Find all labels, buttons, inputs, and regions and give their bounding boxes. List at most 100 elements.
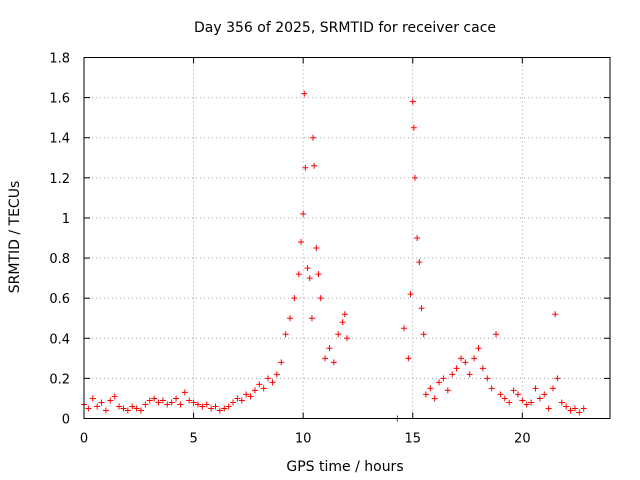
data-point bbox=[466, 371, 473, 378]
data-point bbox=[216, 407, 223, 414]
data-point bbox=[457, 355, 464, 362]
data-point bbox=[98, 399, 105, 406]
data-point bbox=[462, 359, 469, 366]
data-point bbox=[528, 399, 535, 406]
data-point bbox=[295, 271, 302, 278]
data-point bbox=[308, 315, 315, 322]
data-point bbox=[111, 393, 118, 400]
data-point bbox=[576, 409, 583, 416]
data-point bbox=[315, 271, 322, 278]
data-point bbox=[440, 375, 447, 382]
chart-title: Day 356 of 2025, SRMTID for receiver cac… bbox=[194, 20, 496, 36]
data-point bbox=[411, 174, 418, 181]
y-tick-label: 0.6 bbox=[49, 292, 70, 307]
data-point bbox=[155, 399, 162, 406]
data-point bbox=[400, 325, 407, 332]
data-point bbox=[282, 331, 289, 338]
data-point bbox=[317, 295, 324, 302]
data-point bbox=[300, 210, 307, 217]
data-point bbox=[173, 395, 180, 402]
data-point bbox=[519, 397, 526, 404]
data-point bbox=[256, 381, 263, 388]
data-point bbox=[330, 359, 337, 366]
data-point bbox=[260, 385, 267, 392]
y-tick-label: 0 bbox=[62, 413, 70, 428]
axis-ticks: 0 0.2 0.4 0.6 0.8 1 1.2 1.4 1.6 1.8 0 5 10 15 20 bbox=[49, 52, 610, 447]
data-point bbox=[247, 393, 254, 400]
data-point bbox=[523, 401, 530, 408]
data-point bbox=[344, 335, 350, 342]
y-tick-label: 1.2 bbox=[49, 172, 70, 187]
data-point bbox=[302, 164, 309, 171]
data-point bbox=[322, 355, 329, 362]
x-tick-label: 20 bbox=[514, 432, 531, 447]
data-point bbox=[552, 311, 559, 318]
data-point bbox=[151, 395, 158, 402]
data-point bbox=[310, 134, 317, 141]
data-point bbox=[230, 399, 237, 406]
data-point bbox=[159, 397, 166, 404]
data-point bbox=[238, 397, 245, 404]
data-point bbox=[89, 395, 96, 402]
data-point bbox=[133, 405, 140, 412]
data-point bbox=[124, 407, 131, 414]
data-point bbox=[431, 395, 438, 402]
grid-lines bbox=[84, 57, 610, 419]
data-point bbox=[190, 399, 197, 406]
y-tick-label: 0.4 bbox=[49, 332, 70, 347]
data-point bbox=[488, 385, 495, 392]
data-point bbox=[479, 365, 486, 372]
data-point bbox=[418, 305, 425, 312]
data-point bbox=[484, 375, 491, 382]
y-tick-label: 0.2 bbox=[49, 372, 70, 387]
data-point bbox=[168, 399, 175, 406]
y-axis-label: SRMTID / TECUs bbox=[7, 181, 23, 294]
data-point bbox=[558, 399, 565, 406]
data-point bbox=[449, 371, 456, 378]
data-point bbox=[405, 355, 412, 362]
data-point bbox=[278, 359, 285, 366]
data-point bbox=[471, 355, 478, 362]
data-point bbox=[475, 345, 482, 352]
data-point bbox=[208, 405, 215, 412]
data-point bbox=[311, 162, 318, 169]
y-tick-label: 0.8 bbox=[49, 252, 70, 267]
data-point bbox=[203, 401, 210, 408]
x-tick-label: 5 bbox=[189, 432, 197, 447]
y-tick-label: 1.8 bbox=[49, 52, 70, 67]
data-point bbox=[251, 387, 258, 394]
data-point bbox=[269, 379, 276, 386]
data-point bbox=[142, 401, 149, 408]
data-point bbox=[571, 405, 578, 412]
data-point bbox=[297, 239, 304, 246]
data-point bbox=[554, 375, 561, 382]
data-point bbox=[335, 331, 342, 338]
data-point bbox=[326, 345, 333, 352]
data-point bbox=[341, 311, 348, 318]
x-axis-label: GPS time / hours bbox=[286, 459, 403, 475]
data-point bbox=[137, 407, 144, 414]
data-point bbox=[497, 391, 504, 398]
data-points bbox=[81, 90, 587, 422]
data-point bbox=[414, 235, 421, 241]
data-point bbox=[427, 385, 434, 392]
data-point bbox=[304, 265, 311, 272]
data-point bbox=[194, 401, 201, 408]
data-point bbox=[510, 387, 517, 394]
x-tick-label: 0 bbox=[80, 432, 88, 447]
y-tick-label: 1.6 bbox=[49, 92, 70, 107]
data-point bbox=[532, 385, 539, 392]
data-point bbox=[416, 259, 423, 266]
data-point bbox=[545, 405, 552, 412]
data-point bbox=[273, 371, 280, 378]
data-point bbox=[102, 407, 109, 414]
data-point bbox=[199, 403, 206, 410]
data-point bbox=[407, 291, 414, 298]
data-point bbox=[514, 391, 521, 398]
plot-frame bbox=[83, 57, 611, 419]
data-point bbox=[580, 405, 587, 412]
data-point bbox=[536, 395, 543, 402]
data-point bbox=[541, 391, 548, 398]
data-point bbox=[164, 401, 171, 408]
